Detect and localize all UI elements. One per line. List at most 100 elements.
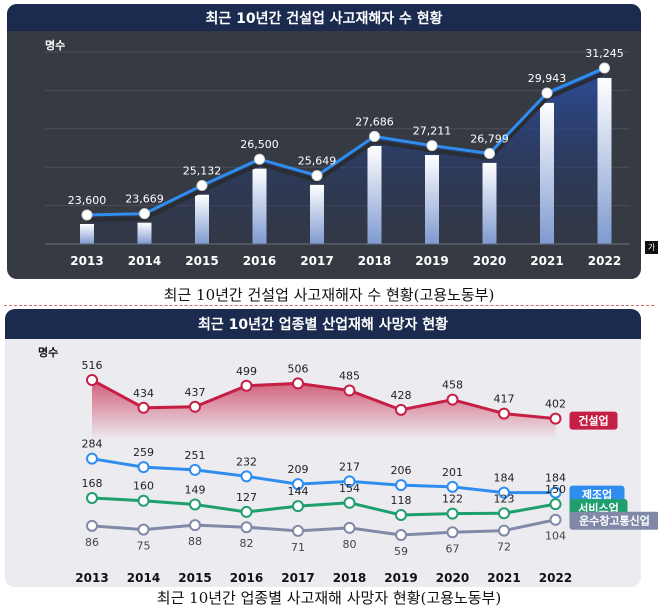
manufacturing-point-2021 bbox=[498, 486, 510, 499]
value-label-2019: 27,211 bbox=[413, 125, 452, 138]
manufacturing-value-2017: 209 bbox=[288, 463, 309, 476]
construction-legend-label: 건설업 bbox=[578, 414, 608, 428]
x-tick-2020: 2020 bbox=[436, 571, 469, 585]
manufacturing-point-2016 bbox=[240, 470, 253, 483]
bar-2022 bbox=[597, 78, 612, 244]
construction-point-2014 bbox=[137, 401, 150, 414]
service-value-2021: 123 bbox=[494, 492, 515, 505]
value-label-2016: 26,500 bbox=[240, 138, 279, 151]
x-tick-2022: 2022 bbox=[539, 571, 572, 585]
service-point-2014 bbox=[137, 494, 150, 507]
manufacturing-legend-label: 제조업 bbox=[582, 488, 612, 502]
service-value-2015: 149 bbox=[185, 483, 206, 496]
value-label-2018: 27,686 bbox=[355, 115, 394, 128]
x-tick-2021: 2021 bbox=[530, 254, 563, 268]
manufacturing-point-2017 bbox=[292, 478, 304, 491]
title-bar-base bbox=[5, 325, 641, 339]
service-value-2017: 144 bbox=[288, 485, 309, 498]
bar-2020 bbox=[482, 162, 497, 244]
manufacturing-value-2018: 217 bbox=[339, 460, 360, 473]
bar-2015 bbox=[195, 194, 209, 244]
manufacturing-point-2022 bbox=[549, 486, 562, 499]
construction-point-2019 bbox=[395, 403, 407, 416]
service-value-2013: 168 bbox=[82, 477, 103, 490]
bar-2018 bbox=[367, 145, 382, 244]
transport-line bbox=[91, 518, 556, 537]
bar-2017 bbox=[310, 184, 324, 244]
construction-value-2021: 417 bbox=[494, 393, 515, 406]
service-point-2013 bbox=[86, 492, 98, 505]
construction-point-2018 bbox=[343, 384, 356, 397]
service-point-2019 bbox=[395, 508, 407, 521]
service-value-2018: 154 bbox=[339, 482, 360, 495]
manufacturing-value-2019: 206 bbox=[391, 464, 412, 477]
transport-legend-tag bbox=[569, 511, 658, 530]
construction-point-2022 bbox=[549, 412, 562, 425]
bar-2021 bbox=[540, 102, 554, 245]
point-2017 bbox=[311, 170, 323, 182]
transport-point-2016 bbox=[240, 521, 253, 534]
construction-value-2019: 428 bbox=[391, 389, 412, 402]
series-line bbox=[86, 66, 606, 217]
transport-legend-label: 운수창고통신업 bbox=[579, 514, 650, 528]
x-tick-2016: 2016 bbox=[243, 254, 276, 268]
point-2014 bbox=[139, 208, 150, 220]
x-tick-2017: 2017 bbox=[300, 254, 333, 268]
construction-value-2020: 458 bbox=[442, 379, 463, 392]
service-point-2017 bbox=[292, 500, 304, 513]
construction-value-2017: 506 bbox=[288, 362, 309, 375]
x-tick-2018: 2018 bbox=[333, 571, 366, 585]
value-label-2021: 29,943 bbox=[528, 72, 567, 85]
x-tick-2018: 2018 bbox=[358, 254, 391, 268]
transport-value-2018: 80 bbox=[343, 538, 357, 551]
construction-legend-tag bbox=[569, 411, 618, 430]
construction-point-2016 bbox=[240, 379, 253, 392]
manufacturing-value-2021: 184 bbox=[494, 472, 515, 485]
point-2021 bbox=[541, 87, 553, 99]
bottom-chart-caption: 최근 10년간 업종별 사고재해 사망자 현황(고용노동부) bbox=[156, 589, 502, 607]
service-value-2019: 118 bbox=[391, 494, 412, 507]
chart-title: 최근 10년간 업종별 산업재해 사망자 현황 bbox=[198, 316, 448, 333]
manufacturing-value-2016: 232 bbox=[236, 455, 257, 468]
x-tick-2019: 2019 bbox=[415, 254, 448, 268]
manufacturing-point-2013 bbox=[86, 452, 98, 465]
construction-value-2018: 485 bbox=[339, 370, 360, 383]
point-2019 bbox=[426, 140, 438, 152]
bar-2016 bbox=[252, 168, 267, 244]
transport-point-2017 bbox=[292, 524, 304, 537]
transport-value-2019: 59 bbox=[394, 545, 408, 558]
transport-value-2015: 88 bbox=[188, 535, 202, 548]
transport-value-2016: 82 bbox=[240, 537, 254, 550]
value-label-2020: 26,799 bbox=[470, 132, 509, 145]
construction-value-2022: 402 bbox=[545, 398, 566, 411]
x-tick-2015: 2015 bbox=[178, 571, 211, 585]
series-shadow bbox=[86, 71, 606, 222]
transport-point-2021 bbox=[498, 524, 510, 537]
y-axis-label: 명수 bbox=[45, 38, 65, 52]
manufacturing-value-2013: 284 bbox=[82, 438, 103, 451]
service-point-2022 bbox=[549, 498, 562, 511]
corner-mark: 가 bbox=[645, 241, 658, 254]
x-tick-2014: 2014 bbox=[128, 254, 161, 268]
construction-value-2013: 516 bbox=[82, 359, 103, 372]
point-2020 bbox=[484, 147, 495, 159]
value-label-2015: 25,132 bbox=[183, 165, 222, 178]
transport-value-2022: 104 bbox=[545, 530, 566, 543]
construction-point-2015 bbox=[189, 400, 201, 413]
manufacturing-value-2015: 251 bbox=[185, 449, 206, 462]
service-line bbox=[91, 496, 556, 517]
construction-area bbox=[92, 380, 556, 440]
construction-point-2017 bbox=[292, 377, 304, 390]
point-2022 bbox=[599, 62, 610, 74]
title-bar-base bbox=[7, 20, 641, 31]
x-tick-2016: 2016 bbox=[230, 571, 263, 585]
x-tick-2019: 2019 bbox=[384, 571, 417, 585]
chart-title: 최근 10년간 건설업 사고재해자 수 현황 bbox=[205, 10, 442, 27]
x-tick-2013: 2013 bbox=[70, 254, 103, 268]
x-tick-2015: 2015 bbox=[185, 254, 218, 268]
construction-value-2015: 437 bbox=[185, 386, 206, 399]
construction-value-2016: 499 bbox=[236, 365, 257, 378]
service-point-2016 bbox=[240, 505, 253, 518]
